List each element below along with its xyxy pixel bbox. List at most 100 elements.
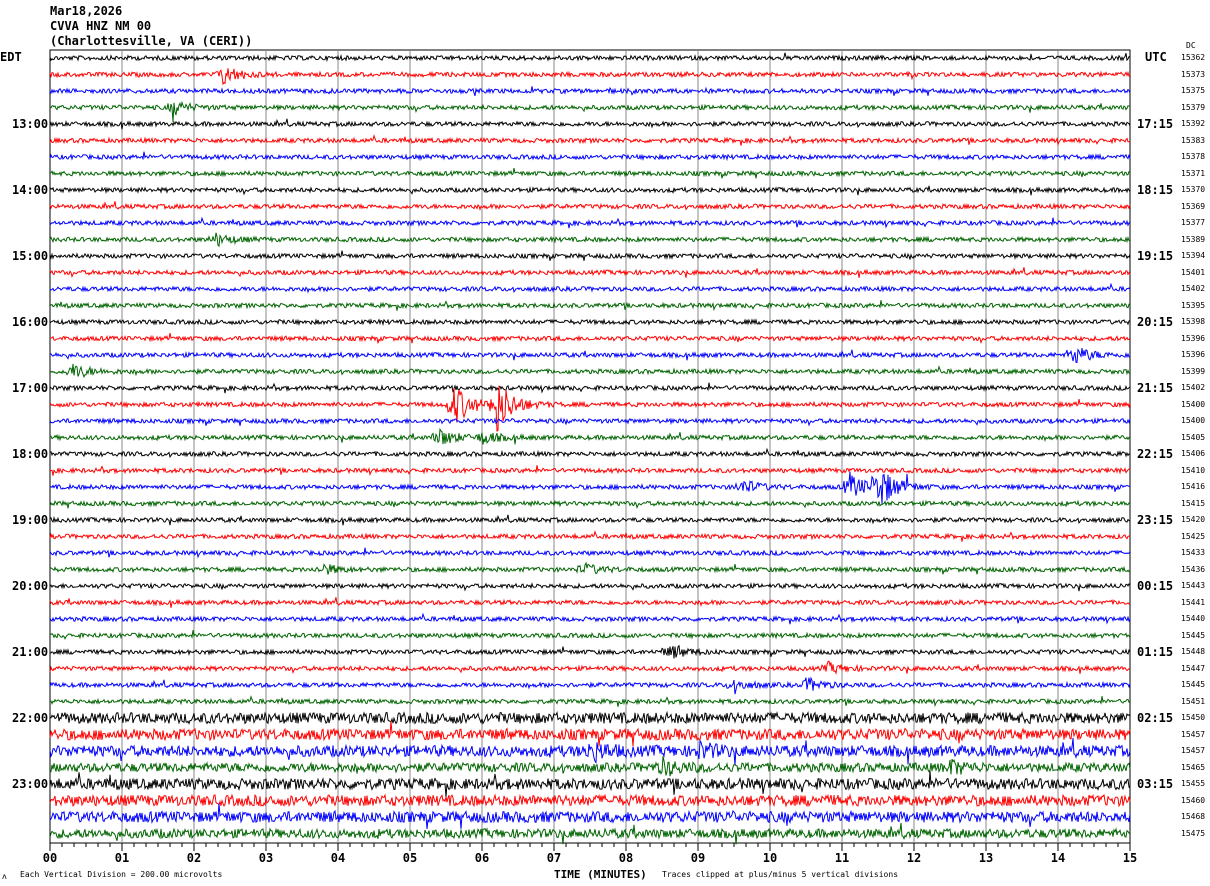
dc-value: 15440: [1181, 614, 1206, 623]
x-tick-label: 05: [402, 851, 418, 865]
dc-value: 15399: [1181, 366, 1206, 376]
seismic-trace: [49, 267, 1131, 279]
seismic-trace: [49, 417, 1131, 427]
dc-value: 15394: [1181, 251, 1206, 260]
dc-value: 15392: [1181, 119, 1206, 128]
x-tick-label: 01: [114, 851, 130, 865]
seismic-trace: [49, 676, 1131, 695]
dc-value: 15460: [1181, 795, 1206, 805]
dc-value: 15465: [1181, 762, 1206, 772]
dc-value: 15400: [1181, 399, 1206, 409]
dc-value: 15436: [1181, 564, 1206, 574]
seismic-trace: [49, 644, 1131, 659]
x-tick-label: 04: [330, 851, 346, 865]
dc-value: 15455: [1181, 779, 1206, 788]
dc-value: 15400: [1181, 416, 1206, 425]
dc-value: 15398: [1181, 317, 1206, 326]
left-hour-label: 15:00: [12, 249, 49, 263]
seismic-trace: [49, 151, 1131, 162]
left-hour-label: 13:00: [12, 117, 49, 131]
dc-value: 15450: [1181, 713, 1206, 722]
left-hour-label: 14:00: [12, 183, 49, 197]
dc-value: 15371: [1181, 168, 1206, 178]
dc-value: 15416: [1181, 482, 1206, 491]
dc-value: 15410: [1181, 465, 1206, 475]
right-hour-label: 03:15: [1137, 777, 1174, 791]
left-hour-label: 20:00: [12, 579, 49, 593]
seismic-trace: [49, 185, 1131, 196]
seismic-trace: [49, 499, 1131, 510]
seismic-trace: [49, 347, 1131, 363]
seismic-trace: [49, 52, 1131, 63]
seismic-trace: [49, 201, 1131, 212]
right-hour-label: 01:15: [1137, 645, 1174, 659]
seismic-trace: [49, 737, 1131, 766]
dc-value: 15379: [1181, 102, 1206, 112]
dc-value: 15457: [1181, 729, 1206, 739]
date-title: Mar18,2026: [50, 4, 123, 18]
seismic-trace: [49, 68, 1131, 86]
right-hour-label: 19:15: [1137, 249, 1174, 263]
right-hour-label: 17:15: [1137, 117, 1174, 131]
seismic-trace: [49, 471, 1131, 504]
seismic-trace: [49, 756, 1131, 777]
dc-value: 15468: [1181, 812, 1206, 821]
seismic-trace: [49, 465, 1131, 477]
dc-value: 15447: [1181, 663, 1206, 673]
seismic-trace: [49, 250, 1131, 261]
seismic-trace: [49, 118, 1131, 130]
left-hour-label: 23:00: [12, 777, 49, 791]
right-hour-label: 21:15: [1137, 381, 1174, 395]
right-hour-label: 20:15: [1137, 315, 1174, 329]
dc-value: 15475: [1181, 828, 1206, 838]
dc-value: 15369: [1181, 201, 1206, 211]
dc-value: 15370: [1181, 185, 1206, 194]
seismic-trace: [49, 300, 1131, 312]
seismic-trace: [49, 514, 1131, 526]
x-tick-label: 10: [762, 851, 778, 865]
dc-value: 15451: [1181, 696, 1206, 706]
seismic-trace: [49, 318, 1131, 327]
dc-header-label: DC: [1186, 41, 1196, 50]
dc-value: 15383: [1181, 135, 1206, 145]
seismic-trace: [49, 134, 1131, 147]
seismic-trace: [49, 660, 1131, 675]
x-tick-label: 02: [186, 851, 202, 865]
left-hour-label: 18:00: [12, 447, 49, 461]
seismic-trace: [50, 168, 1131, 179]
seismic-trace: [49, 793, 1131, 808]
dc-value: 15362: [1181, 53, 1206, 62]
clip-note: Traces clipped at plus/minus 5 vertical …: [662, 870, 899, 879]
seismic-trace: [49, 822, 1131, 845]
dc-value: 15377: [1181, 218, 1206, 227]
seismic-trace: [49, 216, 1131, 229]
seismic-trace: [49, 721, 1131, 747]
x-tick-label: 03: [258, 851, 274, 865]
left-timezone-label: EDT: [0, 50, 22, 64]
x-tick-label: 14: [1050, 851, 1066, 865]
left-hour-label: 17:00: [12, 381, 49, 395]
x-tick-label: 00: [42, 851, 58, 865]
right-hour-label: 22:15: [1137, 447, 1174, 461]
dc-value: 15402: [1181, 284, 1206, 293]
x-tick-label: 13: [978, 851, 994, 865]
dc-value: 15445: [1181, 680, 1206, 689]
dc-value: 15378: [1181, 152, 1206, 161]
right-timezone-label: UTC: [1145, 50, 1167, 64]
dc-value: 15389: [1181, 234, 1206, 244]
left-hour-label: 21:00: [12, 645, 49, 659]
seismic-trace: [49, 385, 1131, 432]
dc-value: 15420: [1181, 515, 1206, 524]
seismic-trace: [49, 770, 1131, 798]
left-hour-label: 16:00: [12, 315, 49, 329]
dc-value: 15395: [1181, 300, 1206, 310]
seismic-trace: [49, 803, 1131, 830]
dc-value: 15433: [1181, 548, 1206, 557]
dc-value: 15457: [1181, 746, 1206, 755]
seismic-trace: [49, 630, 1131, 640]
seismic-trace: [50, 427, 1131, 445]
seismic-trace: [49, 363, 1131, 379]
dc-value: 15441: [1181, 597, 1206, 607]
seismic-trace: [49, 710, 1131, 726]
